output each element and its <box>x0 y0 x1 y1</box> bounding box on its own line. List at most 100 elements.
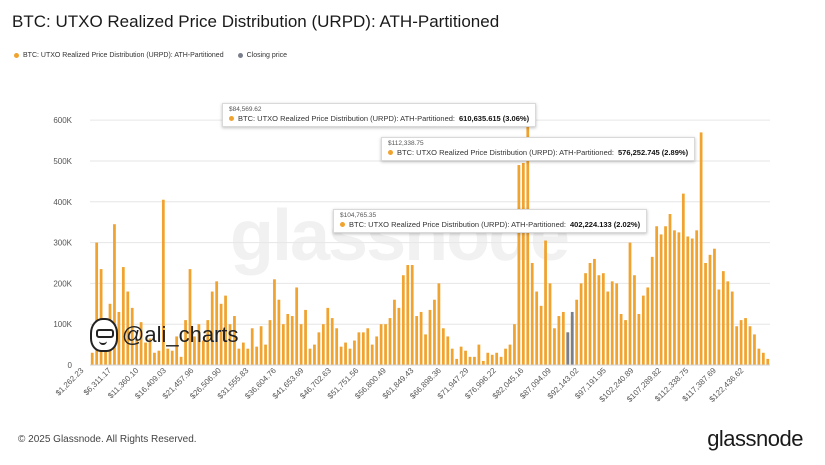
urpd-bar[interactable] <box>113 224 116 365</box>
urpd-bar[interactable] <box>593 258 596 365</box>
urpd-bar[interactable] <box>677 232 681 365</box>
urpd-bar[interactable] <box>606 291 610 365</box>
urpd-bar[interactable] <box>344 342 347 365</box>
urpd-bar[interactable] <box>575 299 579 365</box>
urpd-bar[interactable] <box>615 283 619 365</box>
urpd-bar[interactable] <box>717 289 721 365</box>
urpd-bar[interactable] <box>495 352 499 365</box>
urpd-bar[interactable] <box>299 324 303 365</box>
urpd-bar[interactable] <box>433 299 436 365</box>
urpd-bar[interactable] <box>357 332 361 365</box>
urpd-bar[interactable] <box>513 324 516 365</box>
urpd-bar[interactable] <box>428 309 432 365</box>
urpd-bar[interactable] <box>286 313 290 365</box>
legend-item-urpd[interactable]: BTC: UTXO Realized Price Distribution (U… <box>14 52 224 59</box>
urpd-bar[interactable] <box>219 303 223 365</box>
urpd-bar[interactable] <box>455 358 459 365</box>
urpd-bar[interactable] <box>446 336 450 365</box>
urpd-bar[interactable] <box>610 281 614 365</box>
urpd-bar[interactable] <box>246 348 250 365</box>
urpd-bar[interactable] <box>757 348 761 365</box>
urpd-bar[interactable] <box>553 328 556 365</box>
urpd-bar[interactable] <box>268 320 272 365</box>
urpd-bar[interactable] <box>704 262 707 365</box>
urpd-bar[interactable] <box>464 350 467 365</box>
urpd-bar[interactable] <box>673 230 676 365</box>
urpd-bar[interactable] <box>535 291 539 365</box>
urpd-bar[interactable] <box>166 348 170 365</box>
urpd-bar[interactable] <box>99 269 103 365</box>
urpd-bar[interactable] <box>437 283 441 365</box>
urpd-bar[interactable] <box>713 248 716 365</box>
legend-item-closing-price[interactable]: Closing price <box>237 52 287 59</box>
urpd-bar[interactable] <box>410 265 414 365</box>
urpd-bar[interactable] <box>650 256 654 365</box>
urpd-bar[interactable] <box>539 305 543 365</box>
urpd-bar[interactable] <box>321 324 325 365</box>
urpd-bar[interactable] <box>366 328 370 365</box>
urpd-bar[interactable] <box>744 318 747 365</box>
closing-price-bar[interactable] <box>566 332 570 365</box>
urpd-bar[interactable] <box>215 281 219 365</box>
urpd-bar[interactable] <box>419 311 423 365</box>
urpd-bar[interactable] <box>197 324 201 365</box>
urpd-bar[interactable] <box>184 320 187 365</box>
urpd-bar[interactable] <box>753 334 756 365</box>
urpd-bar[interactable] <box>664 226 667 365</box>
urpd-bar[interactable] <box>588 262 592 365</box>
urpd-bar[interactable] <box>504 348 507 365</box>
urpd-bar[interactable] <box>290 316 294 365</box>
urpd-bar[interactable] <box>161 199 165 365</box>
urpd-bar[interactable] <box>473 356 476 365</box>
urpd-bar[interactable] <box>126 291 130 365</box>
urpd-bar[interactable] <box>353 340 356 365</box>
urpd-bar[interactable] <box>179 356 183 365</box>
urpd-bar[interactable] <box>597 275 601 365</box>
urpd-bar[interactable] <box>508 344 512 365</box>
urpd-bar[interactable] <box>490 354 494 365</box>
urpd-bar[interactable] <box>304 309 307 365</box>
urpd-bar[interactable] <box>206 320 210 365</box>
urpd-bar[interactable] <box>135 338 139 365</box>
urpd-bar[interactable] <box>681 193 685 365</box>
urpd-bar[interactable] <box>130 307 134 365</box>
urpd-bar[interactable] <box>659 234 663 365</box>
urpd-bar[interactable] <box>379 324 383 365</box>
urpd-bar[interactable] <box>95 242 99 365</box>
urpd-bar[interactable] <box>637 313 641 365</box>
urpd-bar[interactable] <box>308 348 312 365</box>
urpd-bar[interactable] <box>459 346 463 365</box>
urpd-bar[interactable] <box>370 344 374 365</box>
urpd-bar[interactable] <box>259 326 263 365</box>
urpd-bar[interactable] <box>375 336 379 365</box>
urpd-bar[interactable] <box>157 350 161 365</box>
urpd-bar[interactable] <box>144 342 147 365</box>
urpd-bar[interactable] <box>90 352 94 365</box>
urpd-bar[interactable] <box>690 238 694 366</box>
urpd-bar[interactable] <box>521 163 525 365</box>
urpd-bar[interactable] <box>584 273 587 365</box>
urpd-bar[interactable] <box>499 356 503 365</box>
urpd-bar[interactable] <box>241 342 245 365</box>
urpd-bar[interactable] <box>384 324 387 365</box>
urpd-bar[interactable] <box>624 320 627 365</box>
urpd-bar[interactable] <box>415 316 419 365</box>
urpd-bar[interactable] <box>708 254 712 365</box>
urpd-bar[interactable] <box>766 358 770 365</box>
urpd-bar[interactable] <box>153 352 156 365</box>
urpd-bar[interactable] <box>761 352 765 365</box>
urpd-bar[interactable] <box>273 279 276 365</box>
urpd-bar[interactable] <box>281 324 285 365</box>
urpd-bar[interactable] <box>721 271 725 365</box>
urpd-bar[interactable] <box>193 336 196 365</box>
urpd-bar[interactable] <box>210 291 214 365</box>
urpd-bar[interactable] <box>735 326 739 365</box>
urpd-bar[interactable] <box>526 124 530 365</box>
urpd-bar[interactable] <box>121 267 125 365</box>
urpd-bar[interactable] <box>530 262 534 365</box>
urpd-bar[interactable] <box>424 334 427 365</box>
urpd-bar[interactable] <box>406 265 410 365</box>
urpd-bar[interactable] <box>228 324 232 365</box>
urpd-bar[interactable] <box>188 269 192 365</box>
urpd-bar[interactable] <box>361 332 365 365</box>
